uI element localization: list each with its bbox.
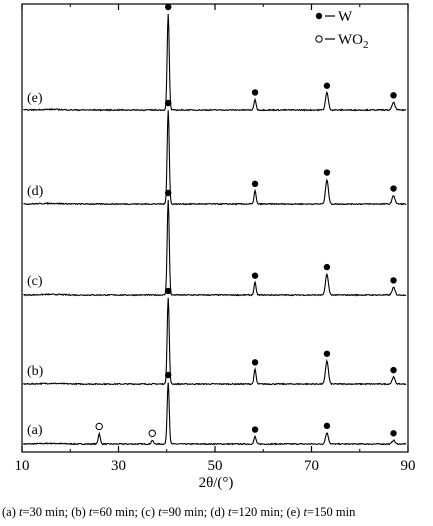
xrd-trace-c bbox=[23, 199, 407, 297]
caption-a-label: (a) bbox=[2, 505, 19, 519]
caption-e-value: =150 min bbox=[306, 505, 356, 519]
w-peak-marker bbox=[164, 189, 172, 197]
w-peak-marker bbox=[323, 350, 331, 357]
w-peak-marker bbox=[251, 89, 259, 96]
figure-caption: (a) t=30 min; (b) t=60 min; (c) t=90 min… bbox=[2, 505, 433, 520]
w-peak-marker bbox=[323, 263, 331, 271]
w-peak-marker bbox=[164, 287, 172, 295]
x-tick-label: 50 bbox=[208, 458, 223, 474]
w-peak-marker bbox=[251, 180, 259, 188]
trace-label-c: (c) bbox=[27, 274, 43, 289]
w-peak-marker bbox=[323, 82, 331, 89]
caption-c-var: t bbox=[158, 505, 162, 519]
x-axis-ticks bbox=[21, 4, 409, 452]
caption-d-value: =120 min; bbox=[231, 505, 287, 519]
trace-labels: (a) (b) (c) (d) (e) bbox=[27, 91, 44, 438]
w-peak-marker bbox=[390, 92, 397, 99]
x-axis-tick-labels: 10 30 50 70 90 bbox=[15, 458, 416, 474]
x-axis-title: 2θ/(°) bbox=[199, 475, 234, 491]
w-peak-marker bbox=[390, 185, 397, 192]
xrd-chart: (a) (b) (c) (d) (e) 10 30 50 70 90 2θ/(°) W WO2 bbox=[15, 3, 416, 491]
caption-e-var: t bbox=[303, 505, 307, 519]
x-tick-label: 30 bbox=[111, 458, 126, 474]
caption-e-label: (e) bbox=[286, 505, 304, 519]
caption-c-value: =90 min; bbox=[161, 505, 211, 519]
w-peak-marker bbox=[390, 430, 397, 437]
xrd-trace-e bbox=[23, 13, 407, 112]
w-peak-marker bbox=[323, 169, 331, 176]
caption-b-var: t bbox=[88, 505, 93, 519]
w-peak-marker bbox=[251, 426, 259, 433]
x-tick-label: 70 bbox=[304, 458, 319, 474]
w-peak-marker bbox=[251, 359, 259, 366]
caption-a-var: t bbox=[19, 505, 23, 519]
caption-b-label: (b) bbox=[71, 505, 89, 519]
wo2-peak-marker bbox=[148, 429, 156, 437]
legend-w-marker bbox=[315, 12, 323, 20]
w-peak-marker bbox=[164, 371, 172, 379]
trace-label-d: (d) bbox=[27, 184, 44, 199]
legend: W WO2 bbox=[315, 9, 369, 51]
w-peak-marker bbox=[390, 277, 397, 284]
caption-a-value: =30 min; bbox=[22, 505, 72, 519]
w-peak-marker bbox=[390, 366, 397, 374]
legend-wo2-marker bbox=[315, 35, 323, 43]
caption-b-value: =60 min; bbox=[92, 505, 142, 519]
caption-d-var: t bbox=[228, 505, 232, 519]
trace-label-a: (a) bbox=[27, 423, 43, 438]
xrd-trace-a bbox=[22, 382, 407, 446]
w-peak-marker bbox=[164, 3, 172, 11]
w-peak-marker bbox=[164, 99, 172, 107]
trace-label-b: (b) bbox=[27, 364, 44, 379]
xrd-trace-d bbox=[23, 110, 407, 206]
x-tick-label: 90 bbox=[401, 458, 416, 474]
w-peak-marker bbox=[251, 272, 259, 279]
caption-c-label: (c) bbox=[141, 505, 159, 519]
x-tick-label: 10 bbox=[15, 458, 30, 474]
legend-w-label: W bbox=[338, 9, 353, 25]
caption-d-label: (d) bbox=[210, 505, 229, 519]
xrd-trace-b bbox=[23, 297, 407, 386]
trace-label-e: (e) bbox=[27, 91, 43, 106]
peak-markers bbox=[95, 3, 397, 437]
w-peak-marker bbox=[323, 422, 331, 430]
traces bbox=[22, 13, 407, 446]
wo2-peak-marker bbox=[95, 422, 103, 431]
legend-wo2-label: WO2 bbox=[338, 32, 369, 51]
